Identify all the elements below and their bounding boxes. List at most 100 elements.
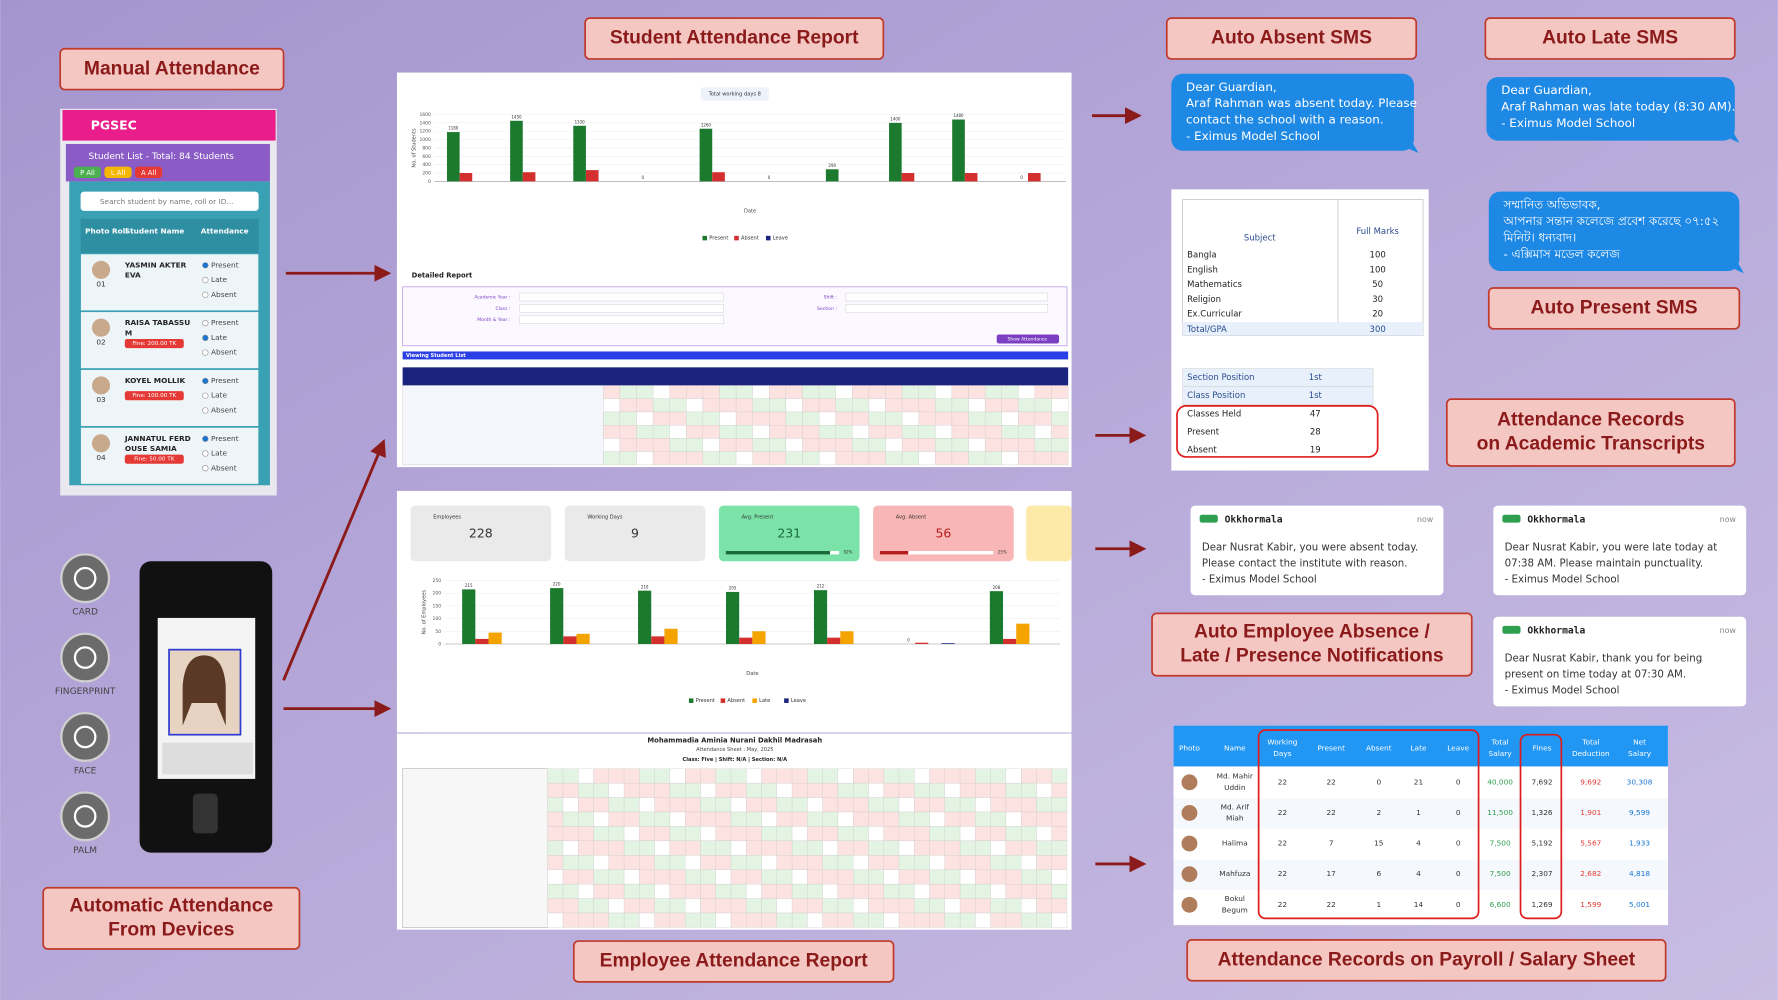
grid-cell (619, 438, 637, 452)
grid-cell (901, 398, 919, 413)
bar-value: 0 (768, 175, 771, 180)
fine-text: Fine: 200.00 TK (132, 341, 176, 347)
student-photo (91, 434, 111, 453)
grid-cell (853, 898, 869, 914)
payroll-cell: 4,818 (1629, 869, 1650, 878)
full-marks: 30 (1372, 295, 1383, 305)
feature-label-text: Automatic Attendance (69, 896, 273, 917)
grid-cell (1021, 883, 1037, 899)
grid-cell (547, 840, 564, 856)
grid-cell (619, 398, 637, 413)
grid-cell (639, 912, 655, 928)
device-icon (60, 791, 111, 842)
field-label: Section : (817, 306, 837, 312)
subject: Mathematics (1187, 280, 1242, 290)
grid-cell (951, 398, 969, 413)
grid-cell (654, 826, 671, 842)
grid-cell (735, 425, 753, 439)
bar (725, 591, 740, 644)
radio (202, 450, 209, 457)
grid-cell (791, 797, 808, 813)
grid-cell (776, 826, 793, 842)
bar (462, 589, 476, 644)
bar (752, 631, 766, 644)
grid-cell (1001, 438, 1019, 452)
grid-cell (898, 768, 915, 784)
grid-cell (791, 811, 808, 827)
grid-cell (730, 855, 747, 870)
grid-cell (654, 912, 671, 928)
grid-cell (818, 438, 836, 452)
grid-cell (1034, 451, 1052, 466)
grid-cell (837, 898, 854, 914)
feature-label-text: Auto Employee Absence / (1194, 622, 1431, 643)
column-header: Salary (1489, 749, 1513, 758)
y-tick-label: 50 (435, 629, 441, 635)
progress-fill (879, 551, 909, 555)
grid-cell (1051, 438, 1069, 452)
payroll-cell: 22 (1326, 900, 1335, 909)
grid-cell (898, 826, 915, 842)
notification-time: now (1720, 515, 1737, 524)
grid-cell (975, 811, 991, 827)
payroll-cell: 1,901 (1580, 808, 1601, 817)
grid-cell (968, 438, 986, 452)
grid-cell (603, 438, 621, 452)
payroll-cell: 1 (1376, 900, 1381, 909)
grid-cell (654, 811, 671, 827)
student-roll: 02 (96, 337, 105, 346)
payroll-cell: 9,599 (1629, 808, 1650, 817)
bar-value: 220 (553, 582, 561, 587)
grid-cell (776, 912, 793, 928)
device-name: FINGERPRINT (55, 687, 116, 697)
grid-cell (547, 855, 564, 870)
grid-cell (1036, 898, 1052, 914)
attendance-label: Absent (1187, 446, 1217, 456)
grid-cell (837, 797, 854, 813)
grid-cell (700, 898, 716, 914)
bar-value: 1450 (511, 114, 522, 119)
bar (573, 125, 586, 182)
y-tick-label: 1000 (419, 137, 431, 143)
bar (989, 591, 1004, 644)
subject: Bangla (1187, 251, 1216, 261)
grid-cell (719, 438, 737, 452)
legend-swatch (752, 698, 757, 703)
grid-cell (752, 411, 770, 426)
feature-label-text: Auto Present SMS (1531, 297, 1698, 318)
sms-line: Araf Rahman was absent today. Please (1186, 96, 1417, 110)
grid-cell (1005, 811, 1022, 827)
bar-value: 1180 (448, 126, 459, 131)
payroll-cell: 11,500 (1487, 808, 1513, 817)
grid-cell (619, 385, 637, 399)
grid-cell (868, 898, 884, 914)
working-days: Total working days 8 (708, 92, 761, 98)
grid-cell (608, 768, 625, 784)
grid-cell (639, 797, 655, 813)
attendance-value: 19 (1310, 446, 1321, 456)
payroll-cell: Md. Mahir (1217, 772, 1254, 781)
working-days-badge (700, 87, 769, 101)
grid-cell (685, 811, 701, 827)
bar (1016, 623, 1030, 644)
bar (510, 120, 523, 182)
grid-cell (959, 898, 976, 914)
grid-cell (578, 855, 594, 870)
radio (202, 320, 209, 327)
grid-cell (968, 398, 986, 413)
student-name: EVA (125, 271, 141, 280)
grid-cell (669, 398, 687, 413)
y-tick-label: 150 (433, 603, 442, 609)
grid-cell (883, 840, 900, 856)
grid-cell (785, 451, 803, 466)
grid-cell (608, 840, 625, 856)
feature-label (1165, 17, 1418, 60)
payroll-cell: Bokul (1225, 894, 1245, 903)
grid-cell (715, 840, 732, 856)
grid-cell (669, 855, 686, 870)
radio-label: Absent (211, 463, 237, 472)
column-header: Working (1267, 738, 1297, 747)
grid-cell (636, 385, 654, 399)
highlight (1519, 733, 1563, 920)
